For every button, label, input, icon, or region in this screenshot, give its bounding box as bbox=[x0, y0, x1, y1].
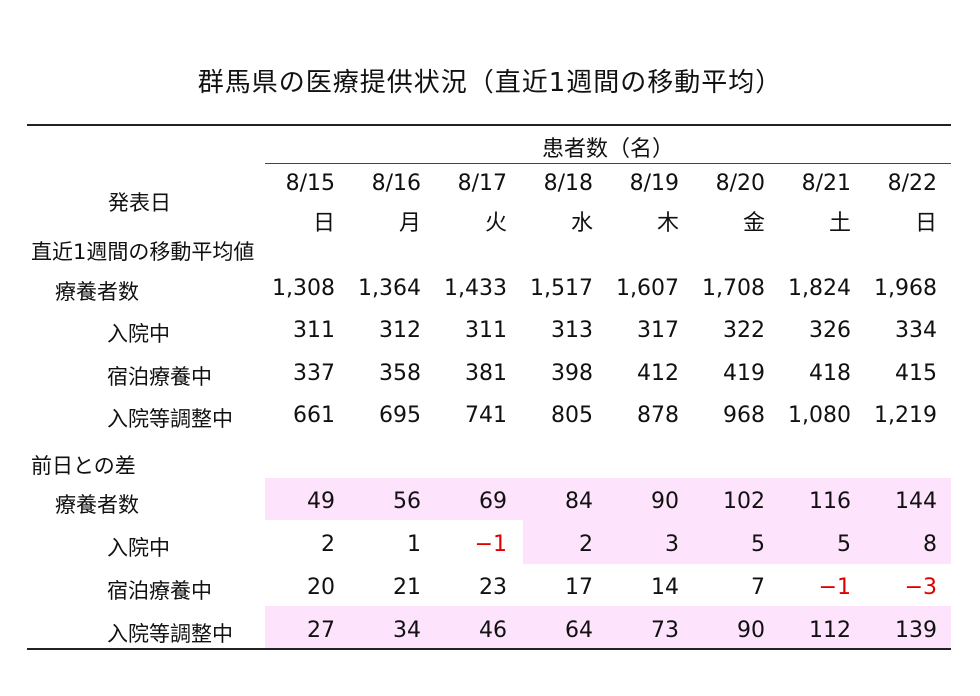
highlight-diff-total-row bbox=[265, 478, 951, 520]
table-cell: 102 bbox=[723, 489, 765, 514]
table-cell: 313 bbox=[551, 318, 593, 343]
row-label: 入院等調整中 bbox=[107, 407, 233, 431]
table-cell: 144 bbox=[895, 489, 937, 514]
table-cell: 2 bbox=[579, 532, 593, 557]
table-cell: 1,824 bbox=[788, 276, 851, 301]
table-cell: 90 bbox=[651, 489, 679, 514]
row-label: 療養者数 bbox=[55, 493, 139, 517]
table-cell: 7 bbox=[751, 575, 765, 600]
table-cell: 358 bbox=[379, 361, 421, 386]
highlight-diff-adjusting-row bbox=[265, 606, 951, 648]
table-cell: 1,968 bbox=[874, 276, 937, 301]
table-cell: 805 bbox=[551, 403, 593, 428]
table-cell: 326 bbox=[809, 318, 851, 343]
table-cell: 8 bbox=[923, 532, 937, 557]
table-cell: 46 bbox=[479, 618, 507, 643]
table-cell: 23 bbox=[479, 575, 507, 600]
table-cell: 415 bbox=[895, 361, 937, 386]
table-cell: 695 bbox=[379, 403, 421, 428]
table-cell: −3 bbox=[904, 575, 937, 600]
table-cell: 398 bbox=[551, 361, 593, 386]
table-cell: 311 bbox=[293, 318, 335, 343]
table-cell: 49 bbox=[307, 489, 335, 514]
table-cell: 1,708 bbox=[702, 276, 765, 301]
table-cell: 381 bbox=[465, 361, 507, 386]
table-cell: 1,364 bbox=[358, 276, 421, 301]
table-cell: 1,433 bbox=[444, 276, 507, 301]
weekday-header: 火 bbox=[484, 211, 507, 236]
table-cell: 112 bbox=[809, 618, 851, 643]
table-cell: 334 bbox=[895, 318, 937, 343]
weekday-header: 日 bbox=[914, 211, 937, 236]
table-cell: 311 bbox=[465, 318, 507, 343]
date-header: 8/16 bbox=[371, 171, 421, 196]
table-cell: 27 bbox=[307, 618, 335, 643]
table-cell: 322 bbox=[723, 318, 765, 343]
table-cell: 20 bbox=[307, 575, 335, 600]
table-cell: 1,308 bbox=[272, 276, 335, 301]
section-moving-average-label: 直近1週間の移動平均値 bbox=[31, 240, 255, 264]
date-header: 8/18 bbox=[543, 171, 593, 196]
table-cell: −1 bbox=[818, 575, 851, 600]
table-cell: 116 bbox=[809, 489, 851, 514]
weekday-header: 水 bbox=[570, 211, 593, 236]
table-cell: 34 bbox=[393, 618, 421, 643]
row-label: 入院中 bbox=[107, 322, 170, 346]
table-cell: 418 bbox=[809, 361, 851, 386]
table-cell: 1,219 bbox=[874, 403, 937, 428]
table-cell: 412 bbox=[637, 361, 679, 386]
section-daily-diff-label: 前日との差 bbox=[31, 454, 136, 478]
table-cell: 21 bbox=[393, 575, 421, 600]
row-label: 入院等調整中 bbox=[107, 622, 233, 646]
weekday-header: 月 bbox=[398, 211, 421, 236]
row-label: 宿泊療養中 bbox=[107, 579, 212, 603]
date-header: 8/21 bbox=[801, 171, 851, 196]
patients-count-header: 患者数（名） bbox=[541, 137, 674, 162]
table-cell: 337 bbox=[293, 361, 335, 386]
table-cell: 73 bbox=[651, 618, 679, 643]
weekday-header: 金 bbox=[742, 211, 765, 236]
top-rule bbox=[27, 124, 951, 126]
date-header: 8/19 bbox=[629, 171, 679, 196]
table-cell: 3 bbox=[665, 532, 679, 557]
bottom-rule bbox=[27, 648, 951, 650]
table-cell: 968 bbox=[723, 403, 765, 428]
table-cell: 419 bbox=[723, 361, 765, 386]
table-cell: 878 bbox=[637, 403, 679, 428]
table-cell: −1 bbox=[474, 532, 507, 557]
table-cell: 5 bbox=[751, 532, 765, 557]
table-cell: 741 bbox=[465, 403, 507, 428]
row-label: 入院中 bbox=[107, 536, 170, 560]
row-label: 宿泊療養中 bbox=[107, 365, 212, 389]
table-cell: 69 bbox=[479, 489, 507, 514]
weekday-header: 日 bbox=[312, 211, 335, 236]
table-cell: 90 bbox=[737, 618, 765, 643]
table-cell: 17 bbox=[565, 575, 593, 600]
weekday-header: 木 bbox=[656, 211, 679, 236]
publish-date-label: 発表日 bbox=[108, 191, 171, 215]
weekday-header: 土 bbox=[828, 211, 851, 236]
table-cell: 1,607 bbox=[616, 276, 679, 301]
table-cell: 1,517 bbox=[530, 276, 593, 301]
table-cell: 139 bbox=[895, 618, 937, 643]
table-cell: 64 bbox=[565, 618, 593, 643]
table-cell: 1,080 bbox=[788, 403, 851, 428]
table-cell: 317 bbox=[637, 318, 679, 343]
page-title: 群馬県の医療提供状況（直近1週間の移動平均） bbox=[197, 68, 783, 98]
date-header: 8/15 bbox=[285, 171, 335, 196]
table-cell: 2 bbox=[321, 532, 335, 557]
table-cell: 5 bbox=[837, 532, 851, 557]
date-header: 8/20 bbox=[715, 171, 765, 196]
table-cell: 312 bbox=[379, 318, 421, 343]
header-underline bbox=[265, 163, 951, 164]
table-cell: 14 bbox=[651, 575, 679, 600]
table-cell: 84 bbox=[565, 489, 593, 514]
date-header: 8/22 bbox=[887, 171, 937, 196]
table-cell: 56 bbox=[393, 489, 421, 514]
row-label: 療養者数 bbox=[55, 280, 139, 304]
table-cell: 661 bbox=[293, 403, 335, 428]
highlight-diff-hospitalized-row bbox=[523, 520, 951, 564]
table-cell: 1 bbox=[407, 532, 421, 557]
date-header: 8/17 bbox=[457, 171, 507, 196]
